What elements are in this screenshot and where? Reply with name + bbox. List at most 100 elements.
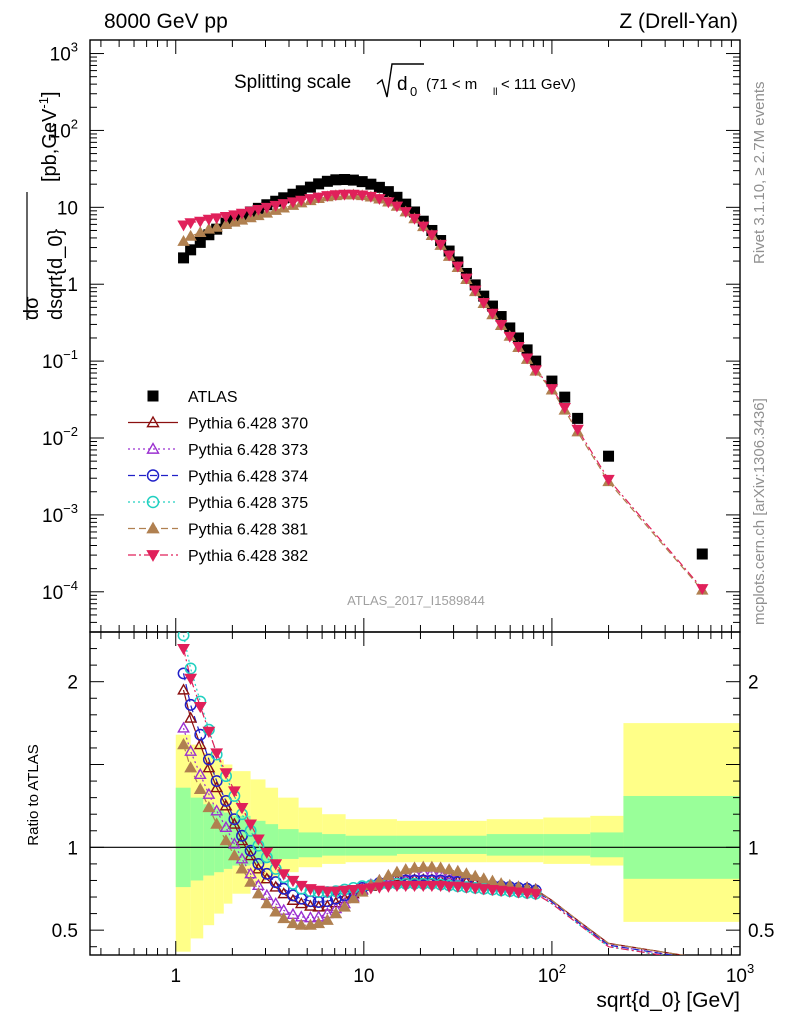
ratio-series-clipped [177, 632, 686, 955]
data-point-ATLAS [278, 192, 290, 204]
band-inner [278, 829, 299, 859]
data-point-s382 [529, 365, 542, 377]
ratio-y-tick-label-left: 1 [67, 838, 78, 859]
ratio-point-s381 [202, 800, 216, 813]
y-title-unit-base: [pb,GeV [39, 108, 61, 182]
ratio-point-s382 [364, 883, 378, 895]
data-point-s382 [486, 308, 499, 320]
ratio-uncertainty-bands [175, 723, 740, 952]
ratio-point-s381 [277, 911, 291, 924]
ratio-point-s373 [184, 744, 198, 756]
data-point-ATLAS [391, 191, 403, 203]
legend-marker-ATLAS [147, 390, 159, 402]
data-point-ATLAS [185, 244, 197, 256]
ratio-point-s382 [312, 885, 326, 898]
y-tick-label: 102 [50, 116, 78, 142]
data-point-s382 [442, 250, 456, 262]
y-tick-label: 10 [57, 198, 78, 219]
ratio-plot-frame: 2 21 10.5 0.51 10 102 103 [52, 631, 774, 987]
legend-label-s373: Pythia 6.428 373 [188, 442, 308, 459]
data-point-ATLAS [696, 548, 708, 560]
legend-marker-s370 [146, 415, 160, 428]
ratio-point-s381 [260, 897, 274, 909]
ratio-point-s381 [286, 916, 300, 929]
ratio-point-s381 [235, 862, 249, 874]
ratio-point-s370 [329, 896, 343, 908]
data-point-s382 [520, 353, 534, 365]
ratio-point-s374 [260, 867, 273, 880]
title-subscript: 0 [410, 84, 417, 99]
data-point-s382 [228, 210, 241, 222]
legend-marker-s381 [146, 521, 160, 534]
ratio-point-s381 [459, 867, 473, 879]
ratio-point-s382 [503, 886, 517, 898]
ratio-point-s381 [346, 892, 360, 904]
ratio-point-s370 [177, 683, 190, 695]
ratio-point-s382 [184, 673, 198, 685]
data-point-ATLAS [521, 344, 533, 356]
x-tick-label: 10 [353, 966, 374, 987]
y-axis-title-top: dσ dsqrt{d_0} [pb,GeV-1] [21, 91, 67, 320]
y-tick-label: 10−2 [42, 424, 78, 450]
ratio-point-s382 [320, 886, 334, 898]
y-tick-label: 103 [50, 40, 78, 66]
analysis-id: ATLAS_2017_I1589844 [347, 593, 485, 608]
data-point-s382 [252, 204, 265, 216]
ratio-line-s373 [182, 727, 675, 955]
ratio-point-s374 [252, 857, 265, 870]
ratio-point-s381 [227, 849, 241, 861]
y-tick-label-exp: 3 [71, 40, 78, 55]
ratio-point-s381 [244, 875, 258, 887]
legend-marker-s373 [146, 442, 160, 454]
data-point-s382 [425, 230, 439, 242]
ratio-point-s382 [381, 881, 395, 893]
process-label: Z (Drell-Yan) [619, 10, 738, 33]
ratio-point-s382 [477, 884, 491, 896]
ratio-point-s370 [210, 781, 224, 793]
band-inner [203, 804, 215, 876]
band-inner [486, 834, 544, 856]
ratio-point-s381 [338, 900, 351, 912]
data-point-s382 [347, 189, 360, 201]
data-point-s382 [408, 213, 421, 225]
ratio-point-s373 [177, 721, 190, 733]
data-point-s381 [210, 220, 223, 232]
ratio-point-s382 [451, 881, 465, 893]
y-tick-label-base: 10 [42, 352, 63, 373]
legend: ATLAS Pythia 6.428 370 Pythia 6.428 373 Pyt… [128, 389, 308, 565]
ratio-point-s373 [227, 837, 241, 849]
ratio-point-s381 [269, 905, 283, 917]
ratio-point-s382 [235, 802, 249, 815]
y-tick-label-base: 10 [50, 45, 71, 66]
data-point-s382 [260, 202, 274, 214]
ratio-point-s382 [244, 819, 258, 831]
y-title-numerator: dσ [21, 296, 43, 320]
data-point-s382 [210, 213, 223, 225]
band-inner [345, 835, 397, 856]
data-point-s382 [355, 190, 369, 202]
ratio-point-s374 [194, 728, 207, 741]
data-point-s382 [460, 273, 473, 285]
mcplots-credit: mcplots.cern.ch [arXiv:1306.3436] [751, 398, 768, 625]
x-tick-label: 103 [726, 961, 754, 987]
ratio-point-s381 [451, 864, 465, 876]
ratio-point-s382 [529, 889, 543, 901]
data-point-s382 [286, 197, 300, 209]
data-point-s382 [364, 191, 378, 203]
y-tick-label: 10−3 [42, 501, 78, 527]
ratio-point-s382 [459, 882, 473, 894]
ratio-y-tick-label-right: 2 [748, 673, 759, 694]
ratio-point-s381 [425, 860, 439, 872]
ratio-point-s382 [346, 884, 360, 897]
data-point-ATLAS [382, 186, 394, 198]
ratio-y-tick-label-right: 0.5 [748, 921, 774, 942]
ratio-point-s382 [202, 726, 216, 738]
data-point-s382 [469, 285, 482, 297]
x-tick-label-base: 10 [726, 966, 747, 987]
ratio-point-s381 [416, 860, 430, 872]
energy-label: 8000 GeV pp [104, 10, 228, 33]
data-point-s382 [295, 195, 308, 207]
y-tick-label-base: 10 [42, 506, 63, 527]
x-tick-label: 102 [538, 961, 566, 987]
